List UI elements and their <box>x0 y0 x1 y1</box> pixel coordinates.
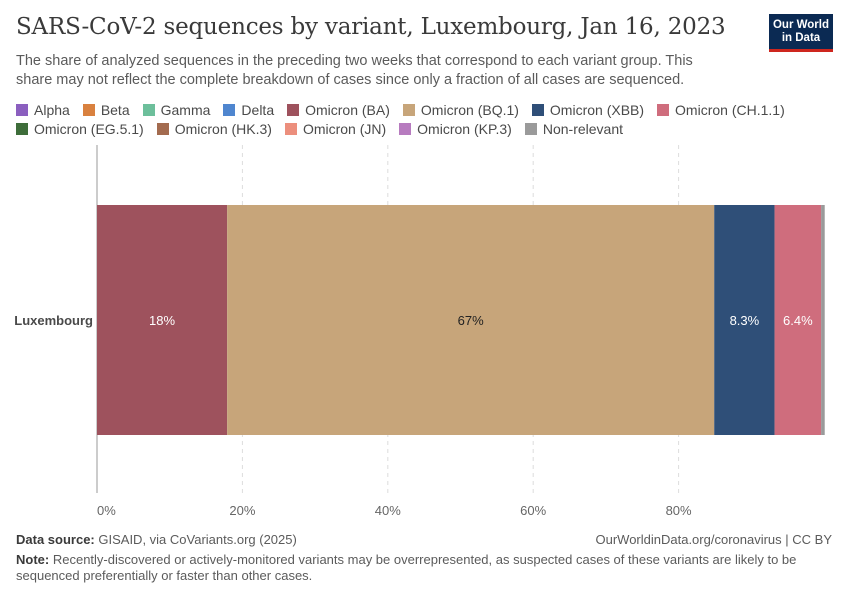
data-label: 18% <box>149 313 175 328</box>
legend-label: Beta <box>100 101 130 118</box>
legend-item-omicron-kp3[interactable]: Omicron (KP.3) <box>399 121 512 137</box>
source-label: Data source: <box>16 532 95 547</box>
legend-item-omicron-hk3[interactable]: Omicron (HK.3) <box>156 120 272 137</box>
data-source: Data source: GISAID, via CoVariants.org … <box>16 532 297 547</box>
category-label: Luxembourg <box>14 313 93 328</box>
legend-label: Omicron (HK.3) <box>174 120 272 137</box>
legend-label: Omicron (BQ.1) <box>420 101 519 118</box>
legend-swatch <box>16 122 28 135</box>
legend-swatch <box>524 122 537 135</box>
legend-swatch <box>399 122 412 135</box>
legend-label: Omicron (XBB) <box>549 101 645 118</box>
legend-swatch <box>287 103 300 116</box>
legend-label: Alpha <box>34 101 70 118</box>
legend-swatch <box>402 103 415 116</box>
legend-swatch <box>284 122 297 135</box>
bar-segment <box>714 205 775 435</box>
legend-swatch <box>16 103 28 116</box>
legend-item-omicron-ch11[interactable]: Omicron (CH.1.1) <box>657 102 785 118</box>
legend-item-omicron-jn[interactable]: Omicron (JN) <box>284 120 387 137</box>
chart-subtitle: The share of analyzed sequences in the p… <box>16 53 693 88</box>
data-label: 8.3% <box>730 313 760 328</box>
legend-label: Delta <box>241 101 275 118</box>
chart-note: Note: Recently-discovered or actively-mo… <box>16 552 816 584</box>
legend-label: Omicron (KP.3) <box>417 120 512 137</box>
bar-segment <box>97 205 228 435</box>
legend-label: Omicron (EG.5.1) <box>34 120 144 137</box>
x-tick-label: 40% <box>375 503 401 518</box>
owid-logo[interactable]: Our World in Data <box>769 14 833 52</box>
chart-title: SARS-CoV-2 sequences by variant, Luxembo… <box>16 14 726 40</box>
legend-swatch <box>531 103 544 116</box>
legend-item-omicron-eg51[interactable]: Omicron (EG.5.1) <box>16 121 144 137</box>
data-label: 67% <box>458 313 484 328</box>
legend-swatch <box>82 103 95 116</box>
bar-segment <box>227 205 715 435</box>
x-tick-label: 60% <box>520 503 546 518</box>
legend-label: Gamma <box>160 101 211 118</box>
legend-item-gamma[interactable]: Gamma <box>142 101 211 118</box>
logo-line-1: Our World <box>772 19 829 31</box>
note-text: Recently-discovered or actively-monitore… <box>16 552 797 583</box>
legend-item-beta[interactable]: Beta <box>82 101 130 118</box>
legend-swatch <box>223 103 236 116</box>
legend: Alpha Beta Gamma Delta Omicron (BA) Omic… <box>16 100 816 138</box>
legend-row-1: Alpha Beta Gamma Delta Omicron (BA) Omic… <box>16 100 816 119</box>
legend-item-omicron-bq1[interactable]: Omicron (BQ.1) <box>402 101 519 118</box>
legend-item-omicron-ba[interactable]: Omicron (BA) <box>287 102 390 118</box>
logo-line-2: in Data <box>781 32 821 44</box>
legend-swatch <box>142 103 155 116</box>
x-tick-label: 0% <box>97 503 116 518</box>
data-label: 6.4% <box>783 313 813 328</box>
note-label: Note: <box>16 552 50 567</box>
bar-segment <box>774 205 822 435</box>
x-tick-label: 20% <box>229 503 255 518</box>
legend-item-alpha[interactable]: Alpha <box>16 102 70 118</box>
source-text[interactable]: GISAID, via CoVariants.org (2025) <box>98 532 297 547</box>
legend-swatch <box>657 103 670 116</box>
legend-item-omicron-xbb[interactable]: Omicron (XBB) <box>531 101 645 118</box>
legend-label: Non-relevant <box>542 120 623 137</box>
legend-item-non-relevant[interactable]: Non-relevant <box>524 120 623 137</box>
legend-label: Omicron (BA) <box>305 101 390 118</box>
legend-swatch <box>156 122 169 135</box>
legend-row-2: Omicron (EG.5.1) Omicron (HK.3) Omicron … <box>16 119 816 138</box>
bar-segment <box>821 205 825 435</box>
legend-label: Omicron (JN) <box>302 120 387 137</box>
legend-item-delta[interactable]: Delta <box>223 102 274 118</box>
x-tick-label: 80% <box>666 503 692 518</box>
footer-url[interactable]: OurWorldinData.org/coronavirus | CC BY <box>595 532 832 547</box>
legend-label: Omicron (CH.1.1) <box>675 101 785 118</box>
